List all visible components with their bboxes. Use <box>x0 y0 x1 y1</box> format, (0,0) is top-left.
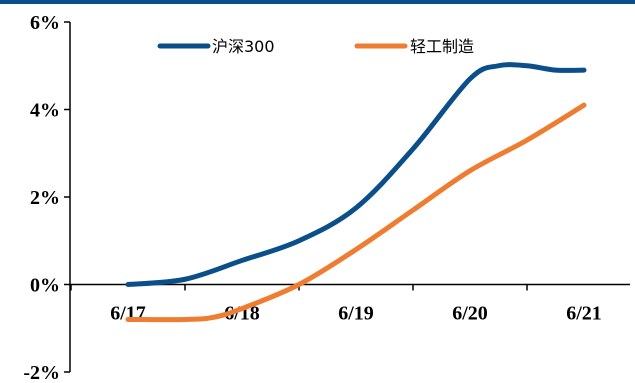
top-accent-border <box>0 0 635 4</box>
x-tick-label: 6/21 <box>566 303 602 325</box>
y-tick-label: 4% <box>30 100 60 122</box>
x-tick-label: 6/20 <box>452 303 488 325</box>
y-tick-label: 2% <box>30 187 60 209</box>
series-line-0 <box>125 62 587 287</box>
legend: 沪深300 轻工制造 <box>157 37 474 56</box>
y-tick-label: 6% <box>30 12 60 34</box>
legend-label-0: 沪深300 <box>212 37 275 56</box>
legend-label-1: 轻工制造 <box>410 37 474 56</box>
y-tick-label: 0% <box>30 275 60 297</box>
y-tick-label: -2% <box>23 362 60 383</box>
x-tick-label: 6/18 <box>224 303 260 325</box>
x-tick-label: 6/19 <box>338 303 374 325</box>
series-layer <box>125 62 587 323</box>
series-line-1 <box>125 102 587 323</box>
